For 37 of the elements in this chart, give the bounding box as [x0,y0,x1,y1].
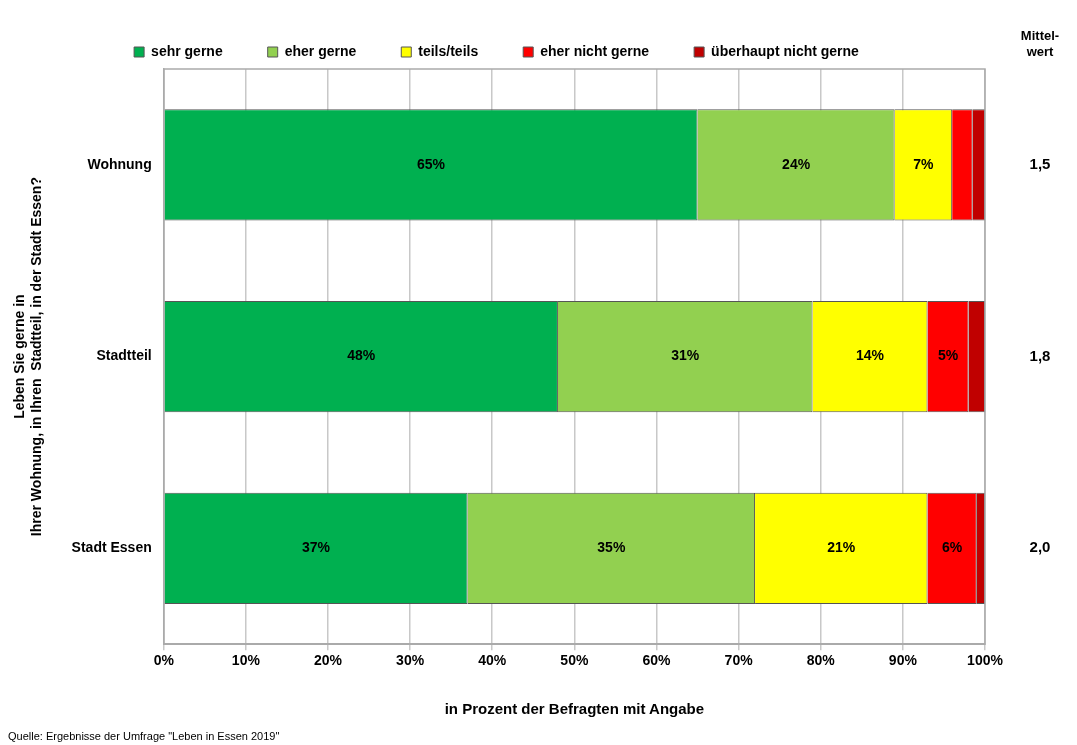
y-tick-label: Wohnung [87,155,152,172]
data-label: 14% [856,347,885,364]
source-note: Quelle: Ergebnisse der Umfrage "Leben in Essen 2019" [8,730,280,743]
x-axis-title: in Prozent der Befragten mit Angabe [444,700,705,718]
x-tick-label: 0% [153,652,175,669]
data-label: 65% [417,155,446,172]
data-label: 48% [347,347,376,364]
x-tick-label: 50% [560,652,589,669]
x-tick-label: 100% [967,652,1004,669]
y-axis-title: Leben Sie gerne in Ihrer Wohnung, in Ihren Stadtteil, in der Stadt Essen? [11,177,45,537]
text: 1,5 [1029,155,1051,173]
data-label: 35% [597,539,626,556]
x-tick-label: 70% [724,652,754,669]
data-label: 31% [671,347,700,364]
legend-label: sehr gerne [151,42,223,59]
y-tick-label: Stadtteil [96,347,152,364]
data-label: 6% [942,539,963,556]
x-tick-label: 80% [806,652,836,669]
x-tick-label: 90% [888,652,918,669]
data-label: 7% [913,155,935,172]
legend-label: teils/teils [418,42,479,59]
text: 1,8 [1029,346,1051,364]
data-label: 21% [827,539,856,556]
y-tick-label: Stadt Essen [71,539,152,556]
x-tick-label: 40% [478,652,507,669]
data-label: 37% [302,539,331,556]
data-label: 24% [782,155,811,172]
legend-label: eher nicht gerne [540,42,650,59]
x-tick-label: 30% [396,652,425,669]
x-tick-label: 60% [642,652,672,669]
x-tick-label: 20% [313,652,343,669]
data-label: 5% [937,347,959,364]
legend-label: überhaupt nicht gerne [711,42,860,59]
text: Mittel- wert [1020,27,1060,59]
text: 2,0 [1029,538,1051,556]
legend-label: eher gerne [284,42,357,59]
x-tick-label: 10% [231,652,261,669]
